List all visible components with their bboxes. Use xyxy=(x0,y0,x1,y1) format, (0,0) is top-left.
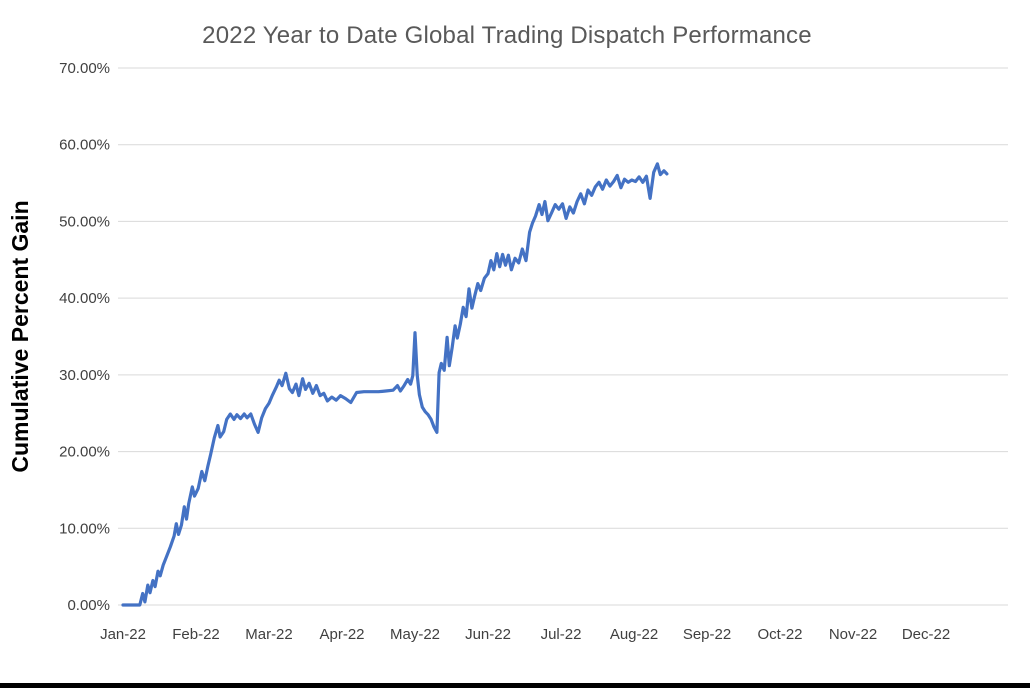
x-tick-label: Feb-22 xyxy=(172,626,220,643)
y-axis-title: Cumulative Percent Gain xyxy=(7,200,33,472)
y-tick-label: 50.00% xyxy=(59,213,110,230)
chart-title: 2022 Year to Date Global Trading Dispatc… xyxy=(202,22,812,49)
series-line xyxy=(121,162,669,607)
y-tick-label: 20.00% xyxy=(59,444,110,461)
y-tick-label: 40.00% xyxy=(59,290,110,307)
x-tick-label: Dec-22 xyxy=(902,626,950,643)
y-tick-label: 10.00% xyxy=(59,520,110,537)
x-tick-label: Jul-22 xyxy=(541,626,582,643)
x-tick-label: Apr-22 xyxy=(319,626,364,643)
x-tick-label: May-22 xyxy=(390,626,440,643)
x-tick-label: Nov-22 xyxy=(829,626,877,643)
y-tick-label: 70.00% xyxy=(59,60,110,77)
bottom-border xyxy=(0,683,1030,688)
x-tick-label: Aug-22 xyxy=(610,626,658,643)
y-tick-label: 30.00% xyxy=(59,367,110,384)
y-tick-label: 60.00% xyxy=(59,137,110,154)
x-tick-label: Jun-22 xyxy=(465,626,511,643)
x-tick-label: Jan-22 xyxy=(100,626,146,643)
y-tick-label: 0.00% xyxy=(67,597,110,614)
plot-area: 0.00% 10.00% 20.00% 30.00% 40.00% 50.00% 60.00… xyxy=(7,60,1008,643)
x-tick-label: Mar-22 xyxy=(245,626,293,643)
x-tick-label: Sep-22 xyxy=(683,626,731,643)
x-tick-label: Oct-22 xyxy=(757,626,802,643)
